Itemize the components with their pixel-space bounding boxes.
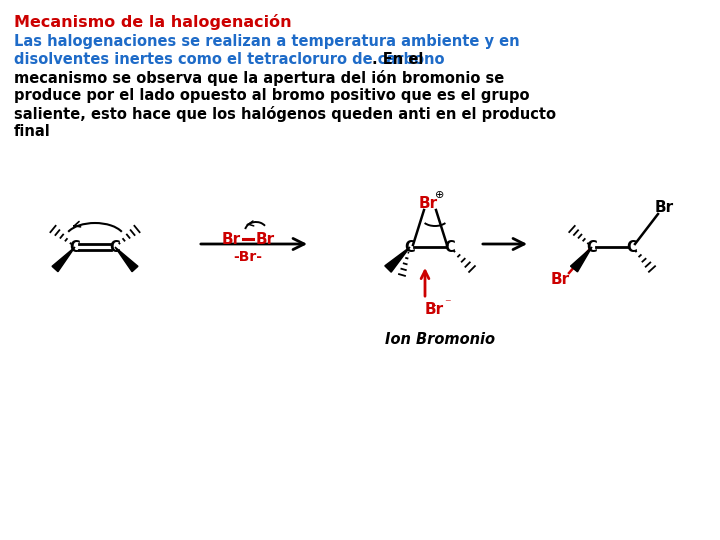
- Text: . En el: . En el: [372, 52, 423, 67]
- Polygon shape: [570, 247, 592, 272]
- Text: Br: Br: [550, 272, 570, 287]
- Text: disolventes inertes como el tetracloruro de carbono: disolventes inertes como el tetracloruro…: [14, 52, 444, 67]
- Text: C: C: [445, 240, 455, 254]
- Text: C: C: [587, 240, 598, 254]
- Text: final: final: [14, 124, 50, 139]
- Text: -Br-: -Br-: [233, 250, 263, 264]
- Text: saliente, esto hace que los halógenos queden anti en el producto: saliente, esto hace que los halógenos qu…: [14, 106, 556, 122]
- Polygon shape: [115, 247, 138, 272]
- Text: Br: Br: [654, 199, 674, 214]
- Text: Br: Br: [418, 195, 438, 211]
- Text: Br: Br: [256, 232, 274, 246]
- Text: Br: Br: [222, 232, 240, 246]
- Text: mecanismo se observa que la apertura del ión bromonio se: mecanismo se observa que la apertura del…: [14, 70, 504, 86]
- Text: produce por el lado opuesto al bromo positivo que es el grupo: produce por el lado opuesto al bromo pos…: [14, 88, 529, 103]
- Text: C: C: [626, 240, 637, 254]
- Text: Mecanismo de la halogenación: Mecanismo de la halogenación: [14, 14, 292, 30]
- Text: Br: Br: [424, 301, 444, 316]
- Text: ··: ··: [431, 301, 437, 311]
- Text: C: C: [70, 240, 81, 254]
- Text: C: C: [405, 240, 415, 254]
- Text: ⁻: ⁻: [444, 298, 450, 310]
- Text: Ion Bromonio: Ion Bromonio: [385, 332, 495, 347]
- Text: ⊕: ⊕: [436, 190, 445, 200]
- Polygon shape: [52, 247, 75, 272]
- Text: C: C: [109, 240, 120, 254]
- Polygon shape: [384, 247, 410, 272]
- Text: Las halogenaciones se realizan a temperatura ambiente y en: Las halogenaciones se realizan a tempera…: [14, 34, 520, 49]
